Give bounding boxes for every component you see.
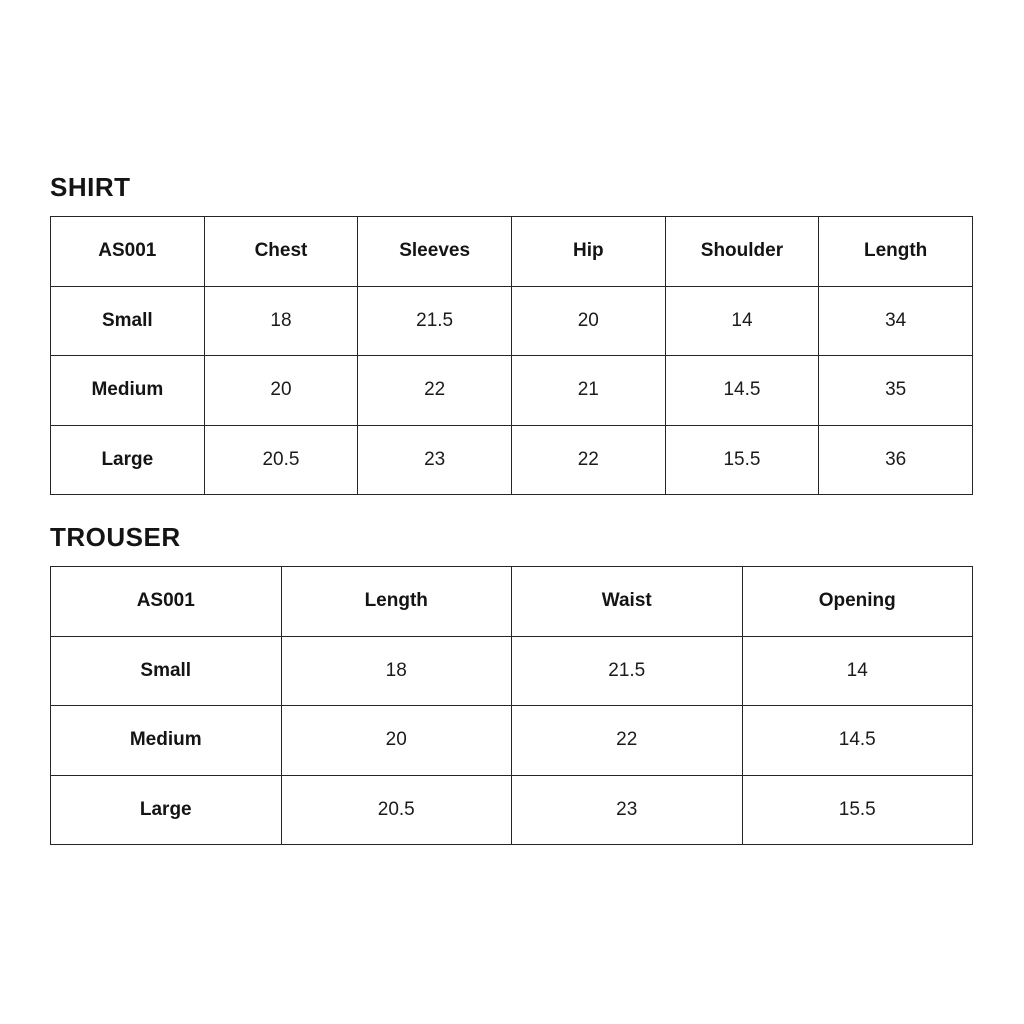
table-cell: 34 <box>818 285 973 356</box>
trouser-col-opening: Opening <box>741 566 973 637</box>
table-cell: 21 <box>510 355 666 426</box>
shirt-row-medium-label: Medium <box>50 355 205 426</box>
trouser-size-table: AS001 Length Waist Opening Small 18 21.5… <box>50 566 973 845</box>
shirt-col-style-code: AS001 <box>50 216 205 287</box>
table-header-row: AS001 Length Waist Opening <box>50 566 973 637</box>
table-cell: 22 <box>510 424 666 495</box>
shirt-col-chest: Chest <box>203 216 359 287</box>
table-cell: 20.5 <box>280 774 512 845</box>
trouser-row-small-label: Small <box>50 635 282 706</box>
table-row: Large 20.5 23 15.5 <box>50 774 973 845</box>
table-cell: 20 <box>280 705 512 776</box>
shirt-col-hip: Hip <box>510 216 666 287</box>
table-cell: 36 <box>818 424 973 495</box>
table-cell: 21.5 <box>511 635 743 706</box>
table-cell: 18 <box>203 285 359 356</box>
table-cell: 14 <box>741 635 973 706</box>
table-cell: 21.5 <box>357 285 512 356</box>
trouser-section-title: TROUSER <box>50 522 181 552</box>
table-cell: 15.5 <box>741 774 973 845</box>
table-cell: 22 <box>357 355 512 426</box>
shirt-row-small-label: Small <box>50 285 205 356</box>
shirt-size-section: SHIRT AS001 Chest Sleeves Hip Shoulder L… <box>50 174 973 495</box>
shirt-col-shoulder: Shoulder <box>664 216 820 287</box>
table-cell: 14 <box>664 285 820 356</box>
table-cell: 15.5 <box>664 424 820 495</box>
table-row: Medium 20 22 14.5 <box>50 705 973 776</box>
shirt-row-large-label: Large <box>50 424 205 495</box>
table-cell: 20.5 <box>203 424 359 495</box>
table-cell: 14.5 <box>741 705 973 776</box>
table-cell: 20 <box>203 355 359 426</box>
shirt-size-table: AS001 Chest Sleeves Hip Shoulder Length … <box>50 216 973 495</box>
table-row: Large 20.5 23 22 15.5 36 <box>50 424 973 495</box>
table-row: Small 18 21.5 20 14 34 <box>50 285 973 356</box>
table-row: Small 18 21.5 14 <box>50 635 973 706</box>
trouser-col-style-code: AS001 <box>50 566 282 637</box>
table-header-row: AS001 Chest Sleeves Hip Shoulder Length <box>50 216 973 287</box>
shirt-col-sleeves: Sleeves <box>357 216 512 287</box>
trouser-row-medium-label: Medium <box>50 705 282 776</box>
shirt-col-length: Length <box>818 216 973 287</box>
table-cell: 35 <box>818 355 973 426</box>
table-cell: 18 <box>280 635 512 706</box>
trouser-col-length: Length <box>280 566 512 637</box>
trouser-row-large-label: Large <box>50 774 282 845</box>
shirt-section-title: SHIRT <box>50 172 131 202</box>
table-cell: 20 <box>510 285 666 356</box>
table-cell: 23 <box>357 424 512 495</box>
table-cell: 14.5 <box>664 355 820 426</box>
table-cell: 23 <box>511 774 743 845</box>
table-cell: 22 <box>511 705 743 776</box>
trouser-size-section: TROUSER AS001 Length Waist Opening Small… <box>50 524 973 845</box>
table-row: Medium 20 22 21 14.5 35 <box>50 355 973 426</box>
trouser-col-waist: Waist <box>511 566 743 637</box>
